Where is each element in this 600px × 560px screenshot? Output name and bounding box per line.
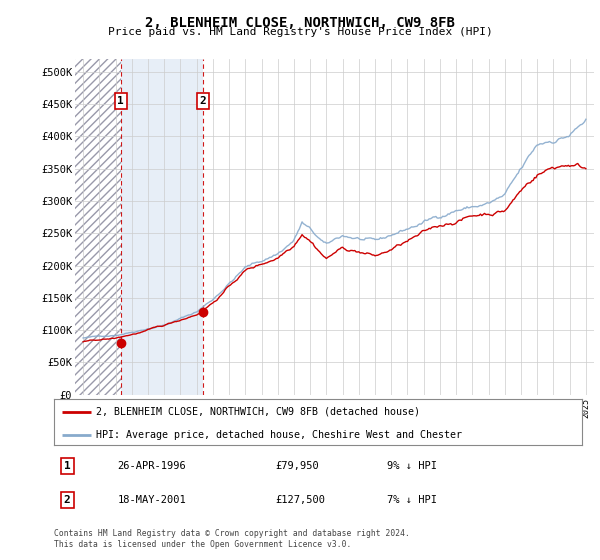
Text: Contains HM Land Registry data © Crown copyright and database right 2024.
This d: Contains HM Land Registry data © Crown c…: [54, 529, 410, 549]
Bar: [121, 59, 203, 395]
Text: £79,950: £79,950: [276, 461, 320, 471]
Text: 18-MAY-2001: 18-MAY-2001: [118, 495, 186, 505]
Text: £127,500: £127,500: [276, 495, 326, 505]
Text: 7% ↓ HPI: 7% ↓ HPI: [386, 495, 437, 505]
Text: 2, BLENHEIM CLOSE, NORTHWICH, CW9 8FB: 2, BLENHEIM CLOSE, NORTHWICH, CW9 8FB: [145, 16, 455, 30]
Text: 1: 1: [118, 96, 124, 106]
Text: 2: 2: [64, 495, 71, 505]
Bar: [75, 59, 121, 395]
Text: 2, BLENHEIM CLOSE, NORTHWICH, CW9 8FB (detached house): 2, BLENHEIM CLOSE, NORTHWICH, CW9 8FB (d…: [96, 407, 420, 417]
Text: HPI: Average price, detached house, Cheshire West and Chester: HPI: Average price, detached house, Ches…: [96, 430, 462, 440]
Text: 26-APR-1996: 26-APR-1996: [118, 461, 186, 471]
Text: Price paid vs. HM Land Registry's House Price Index (HPI): Price paid vs. HM Land Registry's House …: [107, 27, 493, 37]
Text: 9% ↓ HPI: 9% ↓ HPI: [386, 461, 437, 471]
Text: 1: 1: [64, 461, 71, 471]
Text: 2: 2: [199, 96, 206, 106]
